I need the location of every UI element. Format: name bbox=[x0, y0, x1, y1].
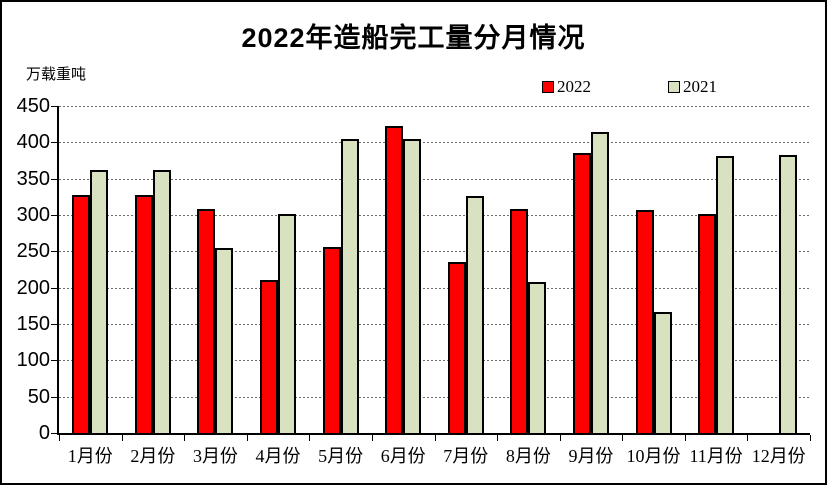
y-axis-tick-100 bbox=[51, 360, 57, 362]
bar-2022-8月份 bbox=[510, 209, 529, 433]
bar-2021-4月份 bbox=[278, 214, 297, 433]
bar-2021-10月份 bbox=[653, 311, 672, 433]
chart-title: 2022年造船完工量分月情况 bbox=[241, 23, 586, 53]
y-axis-unit-label: 万载重吨 bbox=[26, 66, 87, 83]
x-axis-tick-10 bbox=[684, 435, 686, 441]
y-axis-tick-150 bbox=[51, 324, 57, 325]
y-axis-tick-300 bbox=[51, 215, 57, 216]
bar-2022-1月份 bbox=[72, 195, 91, 433]
bar-2021-9月份 bbox=[590, 132, 609, 433]
y-axis-tick-50 bbox=[51, 396, 57, 398]
x-axis-tick-12 bbox=[810, 435, 811, 441]
legend: 2022 2021 bbox=[542, 78, 717, 95]
bar-2021-12月份 bbox=[778, 155, 797, 433]
bar-2021-6月份 bbox=[403, 138, 422, 433]
y-tick-label-100: 100 bbox=[16, 349, 50, 372]
x-tick-label-2月份: 2月份 bbox=[130, 446, 176, 466]
bar-2021-7月份 bbox=[465, 196, 484, 433]
gridline-200 bbox=[59, 287, 810, 289]
x-axis-tick-3 bbox=[246, 435, 248, 441]
x-axis-tick-6 bbox=[434, 435, 436, 441]
plot-area bbox=[51, 106, 811, 441]
x-tick-label-6月份: 6月份 bbox=[380, 446, 426, 466]
gridline-300 bbox=[59, 215, 810, 216]
x-axis-tick-1 bbox=[121, 435, 123, 441]
legend-label-2022: 2022 bbox=[557, 77, 591, 96]
y-tick-label-150: 150 bbox=[16, 313, 50, 335]
gridline-250 bbox=[59, 251, 810, 253]
gridline-400 bbox=[59, 142, 810, 144]
bar-2022-3月份 bbox=[197, 209, 216, 433]
x-axis-tick-4 bbox=[309, 435, 311, 441]
x-axis-tick-2 bbox=[184, 435, 186, 441]
bar-2021-1月份 bbox=[90, 169, 109, 433]
bar-2021-11月份 bbox=[716, 156, 735, 433]
y-tick-label-400: 400 bbox=[16, 131, 50, 154]
bar-2022-2月份 bbox=[134, 195, 153, 433]
bar-2022-4月份 bbox=[260, 280, 279, 433]
y-tick-label-450: 450 bbox=[16, 95, 50, 117]
gridline-350 bbox=[59, 178, 810, 180]
bar-2022-5月份 bbox=[322, 246, 341, 433]
legend-item-2022: 2022 bbox=[542, 78, 591, 95]
y-tick-label-250: 250 bbox=[16, 240, 50, 263]
x-tick-label-10月份: 10月份 bbox=[626, 446, 681, 466]
y-axis-tick-0 bbox=[51, 433, 57, 434]
bar-2022-10月份 bbox=[635, 209, 654, 433]
x-tick-label-1月份: 1月份 bbox=[67, 446, 113, 466]
y-axis-tick-200 bbox=[51, 287, 57, 289]
y-tick-label-50: 50 bbox=[27, 385, 50, 408]
gridline-150 bbox=[59, 324, 810, 325]
y-tick-label-350: 350 bbox=[16, 167, 50, 190]
y-tick-label-0: 0 bbox=[38, 422, 50, 444]
legend-swatch-2022 bbox=[542, 80, 554, 93]
bar-2021-8月份 bbox=[528, 281, 547, 433]
x-tick-label-8月份: 8月份 bbox=[505, 446, 551, 466]
bar-2022-9月份 bbox=[572, 152, 591, 433]
y-tick-label-200: 200 bbox=[16, 276, 50, 299]
x-axis-tick-11 bbox=[747, 435, 749, 441]
x-tick-label-7月份: 7月份 bbox=[443, 446, 489, 466]
bar-2022-6月份 bbox=[385, 126, 404, 433]
x-axis-tick-9 bbox=[622, 435, 624, 441]
legend-label-2021: 2021 bbox=[683, 77, 717, 96]
x-axis-tick-5 bbox=[371, 435, 373, 441]
bar-2022-7月份 bbox=[447, 262, 466, 433]
gridline-450 bbox=[59, 106, 810, 107]
legend-swatch-2021 bbox=[668, 80, 680, 93]
x-axis-tick-0 bbox=[59, 435, 60, 441]
legend-item-2021: 2021 bbox=[668, 78, 717, 95]
bar-2021-3月份 bbox=[215, 247, 234, 433]
x-tick-label-9月份: 9月份 bbox=[568, 446, 614, 466]
x-tick-label-11月份: 11月份 bbox=[689, 446, 743, 466]
bar-2021-5月份 bbox=[340, 138, 359, 433]
y-axis-tick-450 bbox=[51, 106, 57, 107]
y-axis-tick-400 bbox=[51, 142, 57, 144]
y-axis-tick-350 bbox=[51, 178, 57, 180]
y-axis-line bbox=[57, 106, 59, 435]
gridline-50 bbox=[59, 396, 810, 398]
x-axis-tick-8 bbox=[559, 435, 561, 441]
x-tick-label-3月份: 3月份 bbox=[192, 446, 238, 466]
x-tick-label-12月份: 12月份 bbox=[751, 446, 806, 466]
gridline-100 bbox=[59, 360, 810, 362]
y-tick-label-300: 300 bbox=[16, 204, 50, 226]
x-tick-label-5月份: 5月份 bbox=[318, 446, 364, 466]
bar-2021-2月份 bbox=[152, 169, 171, 433]
x-axis-tick-7 bbox=[497, 435, 499, 441]
x-axis-line bbox=[57, 433, 810, 435]
bar-2022-11月份 bbox=[698, 213, 717, 433]
x-tick-label-4月份: 4月份 bbox=[255, 446, 301, 466]
y-axis-tick-250 bbox=[51, 251, 57, 253]
